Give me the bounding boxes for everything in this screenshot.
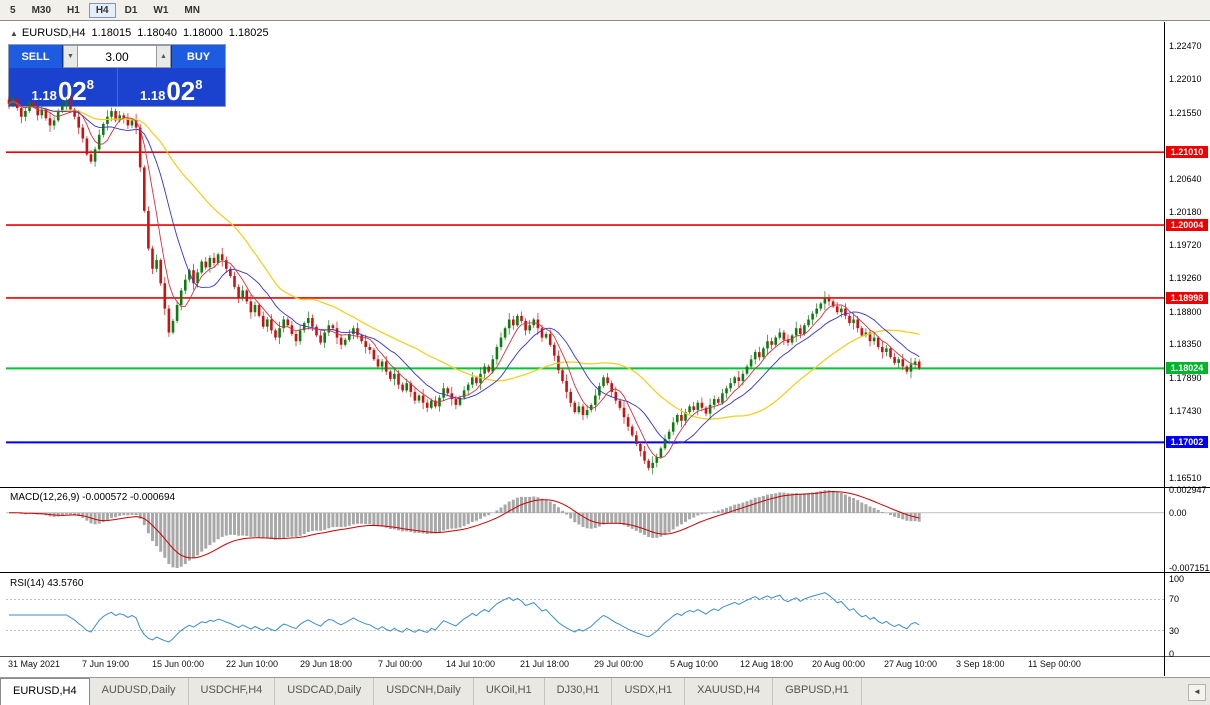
- time-axis[interactable]: 31 May 2021 7 Jun 19:00 15 Jun 00:00 22 Jun…: [6, 659, 1164, 674]
- price-axis[interactable]: 1.22470 1.22010 1.21550 1.20640 1.20180 1.197…: [1166, 0, 1210, 705]
- price-axis-separator: [1164, 22, 1165, 676]
- time-axis-label: 20 Aug 00:00: [812, 659, 866, 669]
- time-axis-label: 12 Aug 18:00: [740, 659, 794, 669]
- time-axis-label: 15 Jun 00:00: [152, 659, 205, 669]
- macd-axis-label: 0.00: [1169, 507, 1187, 518]
- macd-indicator-label: MACD(12,26,9) -0.000572 -0.000694: [10, 492, 176, 503]
- timeframe-button-h1[interactable]: H1: [67, 4, 80, 16]
- timeframe-toolbar: 5 M30 H1 H4 D1 W1 MN: [0, 0, 1210, 21]
- time-axis-label: 14 Jul 10:00: [446, 659, 496, 669]
- buy-price-big: 02: [166, 75, 196, 106]
- price-tick-label: 1.20640: [1169, 173, 1202, 184]
- price-tick-label: 1.18800: [1169, 306, 1202, 317]
- timeframe-button-mn[interactable]: MN: [184, 4, 200, 16]
- buy-price-sup: 8: [195, 77, 203, 92]
- buy-price-prefix: 1.18: [140, 88, 166, 103]
- volume-input[interactable]: [78, 45, 156, 68]
- price-tick-label: 1.17430: [1169, 405, 1202, 416]
- timeframe-button-d1[interactable]: D1: [124, 4, 138, 16]
- main-price-chart[interactable]: [6, 40, 1164, 486]
- price-tick-label: 1.22470: [1169, 41, 1202, 52]
- timeframe-button-h4[interactable]: H4: [88, 2, 116, 18]
- time-axis-label: 27 Aug 10:00: [884, 659, 938, 669]
- buy-price-display[interactable]: 1.18 02 8: [118, 68, 226, 106]
- chart-tab-usdcad[interactable]: USDCAD,Daily: [275, 678, 375, 705]
- chart-tab-usdchf[interactable]: USDCHF,H4: [189, 678, 276, 705]
- ohlc-close: 1.18025: [228, 27, 269, 39]
- price-tick-label: 1.17890: [1169, 372, 1202, 383]
- collapse-one-click-icon[interactable]: ▲: [10, 29, 18, 38]
- time-axis-label: 11 Sep 00:00: [1028, 659, 1081, 669]
- panel-separator[interactable]: [0, 487, 1210, 488]
- ma-fast-red: [8, 100, 920, 459]
- time-axis-label: 3 Sep 18:00: [956, 659, 1005, 669]
- sell-button[interactable]: SELL: [9, 45, 63, 68]
- chart-tab-usdcnh[interactable]: USDCNH,Daily: [374, 678, 474, 705]
- sell-price-sup: 8: [86, 77, 94, 92]
- rsi-axis-label: 100: [1169, 574, 1185, 584]
- rsi-axis-label: 0: [1169, 649, 1175, 659]
- time-axis-label: 29 Jun 18:00: [300, 659, 353, 669]
- volume-dropdown-button[interactable]: ▼: [63, 45, 78, 68]
- chart-tab-usdx[interactable]: USDX,H1: [612, 678, 686, 705]
- macd-axis-label: -0.007151: [1169, 563, 1210, 573]
- time-axis-label: 5 Aug 10:00: [670, 659, 719, 669]
- chart-tab-eurusd[interactable]: EURUSD,H4: [0, 678, 90, 705]
- sell-price-big: 02: [57, 75, 87, 106]
- sell-price-prefix: 1.18: [31, 88, 57, 103]
- timeframe-button-5[interactable]: 5: [10, 4, 16, 16]
- chart-tab-gbpusd[interactable]: GBPUSD,H1: [773, 678, 862, 705]
- time-axis-label: 22 Jun 10:00: [226, 659, 279, 669]
- macd-axis-label: 0.002947: [1169, 485, 1207, 495]
- ma-medium-blue: [8, 100, 920, 444]
- timeframe-button-w1[interactable]: W1: [153, 4, 169, 16]
- price-tick-label: 1.19260: [1169, 273, 1202, 284]
- price-tick-label: 1.18350: [1169, 339, 1202, 350]
- buy-button[interactable]: BUY: [171, 45, 225, 68]
- time-axis-label: 21 Jul 18:00: [520, 659, 570, 669]
- price-line-badge: 1.18998: [1166, 291, 1208, 304]
- tab-scroll-left-icon[interactable]: ◄: [1188, 684, 1206, 701]
- volume-increase-button[interactable]: ▲: [156, 45, 171, 68]
- rsi-indicator-label: RSI(14) 43.5760: [10, 578, 84, 589]
- price-line-badge: 1.17002: [1166, 436, 1208, 449]
- price-tick-label: 1.20180: [1169, 206, 1202, 217]
- symbol-label: EURUSD,H4: [21, 27, 86, 39]
- time-axis-label: 7 Jun 19:00: [82, 659, 130, 669]
- price-line-badge: 1.18024: [1166, 362, 1208, 375]
- ohlc-high: 1.18040: [137, 27, 178, 39]
- chart-tab-dj30[interactable]: DJ30,H1: [545, 678, 613, 705]
- rsi-indicator-chart[interactable]: [6, 576, 1164, 654]
- macd-indicator-chart[interactable]: [6, 490, 1164, 568]
- ma-slow-yellow: [8, 100, 920, 420]
- rsi-axis-label: 70: [1169, 594, 1180, 605]
- chart-tab-xauusd[interactable]: XAUUSD,H4: [685, 678, 774, 705]
- chart-tab-ukoil[interactable]: UKOil,H1: [474, 678, 545, 705]
- ohlc-low: 1.18000: [183, 27, 223, 39]
- price-tick-label: 1.19720: [1169, 240, 1202, 251]
- time-axis-label: 7 Jul 00:00: [378, 659, 423, 669]
- timeframe-button-m30[interactable]: M30: [31, 4, 52, 16]
- price-line-badge: 1.21010: [1166, 146, 1208, 159]
- rsi-axis-label: 30: [1169, 625, 1180, 636]
- chevron-up-icon: ▲: [160, 53, 167, 60]
- price-tick-label: 1.16510: [1169, 472, 1202, 483]
- panel-separator: [0, 656, 1210, 657]
- price-tick-label: 1.22010: [1169, 74, 1202, 85]
- chart-tab-bar: EURUSD,H4 AUDUSD,Daily USDCHF,H4 USDCAD,Dai…: [0, 677, 1210, 705]
- time-axis-label: 29 Jul 00:00: [594, 659, 644, 669]
- price-line-badge: 1.20004: [1166, 219, 1208, 232]
- sell-price-display[interactable]: 1.18 02 8: [9, 68, 118, 106]
- chart-tab-audusd[interactable]: AUDUSD,Daily: [90, 678, 189, 705]
- time-axis-label: 31 May 2021: [8, 659, 61, 669]
- panel-separator[interactable]: [0, 572, 1210, 573]
- chart-ohlc-header: ▲ EURUSD,H4 1.18015 1.18040 1.18000 1.18025: [10, 27, 275, 39]
- chevron-down-icon: ▼: [67, 53, 74, 60]
- ohlc-open: 1.18015: [91, 27, 132, 39]
- price-tick-label: 1.21550: [1169, 107, 1202, 118]
